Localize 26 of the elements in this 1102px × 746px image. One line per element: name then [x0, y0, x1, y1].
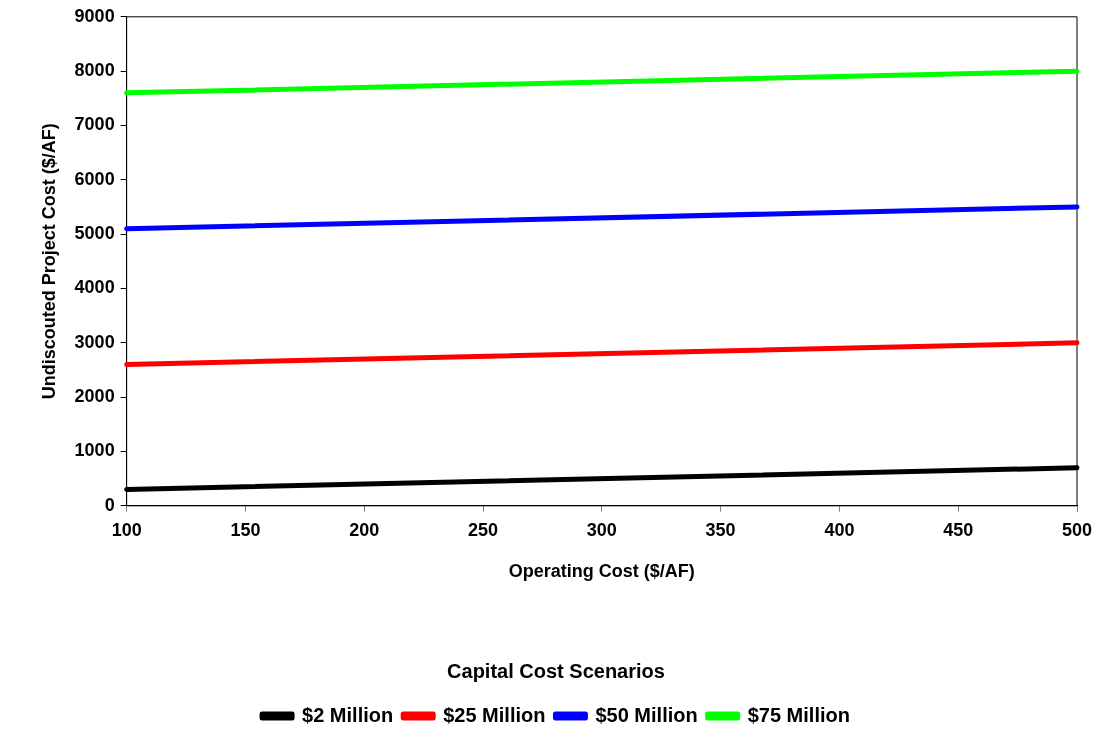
x-tick-label: 400 [824, 519, 855, 540]
y-tick-label: 1000 [74, 440, 115, 461]
y-tick-label: 3000 [74, 331, 115, 352]
x-tick-label: 450 [943, 519, 974, 540]
legend-label: $2 Million [302, 703, 394, 726]
x-tick-label: 200 [349, 519, 380, 540]
y-tick-label: 2000 [74, 386, 115, 407]
y-tick-label: 8000 [74, 60, 115, 81]
y-tick-label: 4000 [74, 277, 115, 298]
y-tick-label: 5000 [74, 223, 115, 244]
legend-label: $25 Million [443, 703, 546, 726]
x-tick-label: 100 [111, 519, 142, 540]
legend-label: $50 Million [595, 703, 698, 726]
y-tick-label: 0 [104, 494, 115, 515]
x-tick-label: 150 [230, 519, 261, 540]
y-tick-label: 6000 [74, 168, 115, 189]
x-tick-label: 350 [705, 519, 736, 540]
x-tick-label: 250 [468, 519, 499, 540]
legend-label: $75 Million [747, 703, 850, 726]
y-axis-title: Undiscouted Project Cost ($/AF) [38, 123, 59, 400]
y-tick-label: 7000 [74, 114, 115, 135]
x-axis-title: Operating Cost ($/AF) [508, 561, 695, 582]
y-tick-label: 9000 [74, 5, 115, 26]
x-tick-label: 300 [586, 519, 617, 540]
legend-title: Capital Cost Scenarios [447, 659, 665, 682]
x-tick-label: 500 [1061, 519, 1093, 540]
